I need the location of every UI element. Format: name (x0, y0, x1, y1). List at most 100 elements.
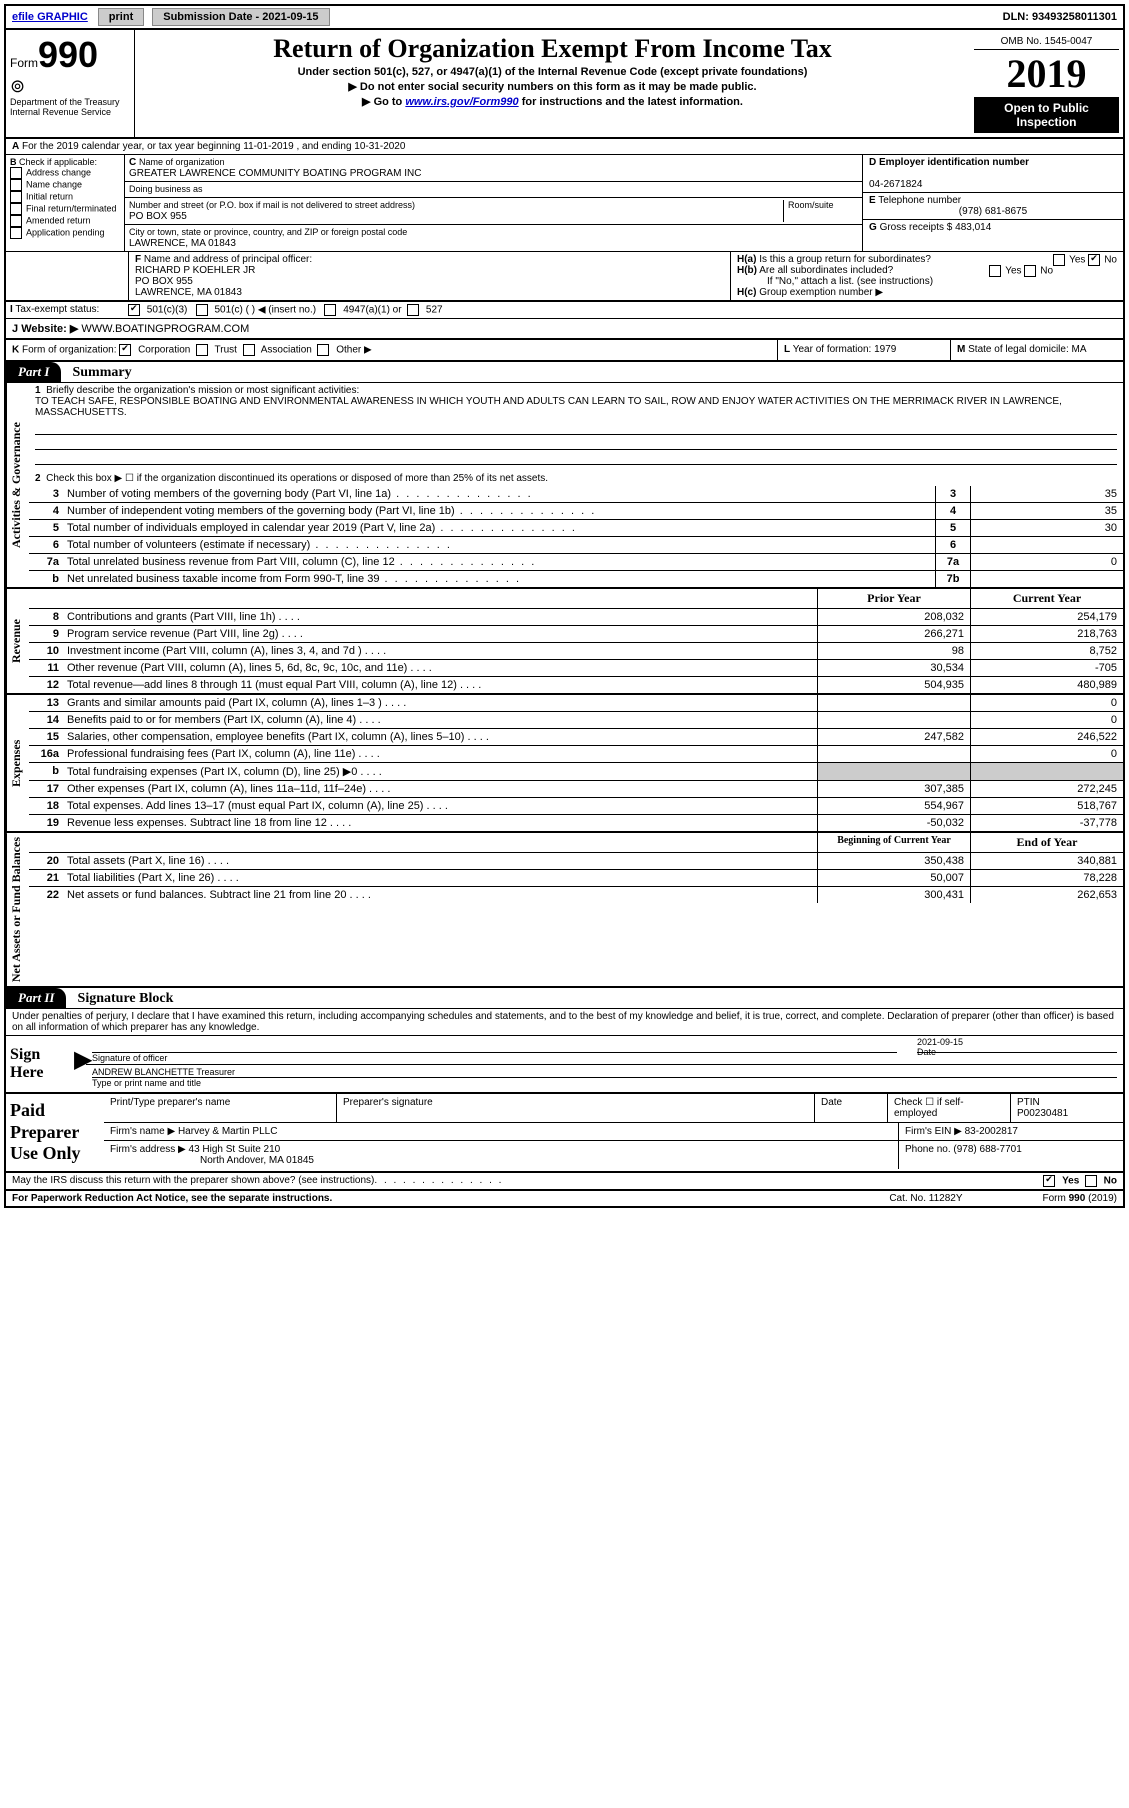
chk-501c3[interactable] (128, 304, 140, 316)
prior-year-val: 504,935 (817, 677, 970, 693)
line-desc: Number of voting members of the governin… (63, 486, 935, 502)
table-row: 3 Number of voting members of the govern… (29, 486, 1123, 503)
gross-label: Gross receipts $ (880, 222, 953, 233)
chk-527[interactable] (407, 304, 419, 316)
print-button[interactable]: print (98, 8, 144, 26)
line2-text: Check this box ▶ ☐ if the organization d… (46, 473, 548, 484)
form-prefix: Form (10, 56, 38, 70)
opt-amended: Amended return (26, 215, 91, 225)
prep-h2: Preparer's signature (337, 1094, 815, 1122)
discuss-text: May the IRS discuss this return with the… (12, 1175, 374, 1187)
prior-year-val: 307,385 (817, 781, 970, 797)
table-row: 17 Other expenses (Part IX, column (A), … (29, 781, 1123, 798)
ein-block: D Employer identification number 04-2671… (863, 155, 1123, 193)
line-num: 17 (29, 781, 63, 797)
line-box: 6 (935, 537, 970, 553)
tax-status-label: Tax-exempt status: (15, 304, 99, 315)
chk-initial[interactable] (10, 191, 22, 203)
table-row: b Net unrelated business taxable income … (29, 571, 1123, 587)
label-l: L (784, 344, 790, 355)
discuss-yes: Yes (1062, 1176, 1079, 1187)
chk-amended[interactable] (10, 215, 22, 227)
hdr-begin-year: Beginning of Current Year (817, 833, 970, 852)
label-e: E (869, 195, 876, 206)
chk-hb-no[interactable] (1024, 265, 1036, 277)
prior-year-val: 266,271 (817, 626, 970, 642)
table-row: 6 Total number of volunteers (estimate i… (29, 537, 1123, 554)
submission-date-button[interactable]: Submission Date - 2021-09-15 (152, 8, 329, 26)
chk-hb-yes[interactable] (989, 265, 1001, 277)
line1-num: 1 (35, 385, 41, 396)
line-desc: Number of independent voting members of … (63, 503, 935, 519)
line-num: 6 (29, 537, 63, 553)
current-year-val: -37,778 (970, 815, 1123, 831)
chk-address-change[interactable] (10, 167, 22, 179)
table-row: 14 Benefits paid to or for members (Part… (29, 712, 1123, 729)
line-desc: Total number of volunteers (estimate if … (63, 537, 935, 553)
chk-ha-yes[interactable] (1053, 254, 1065, 266)
blank-line2 (35, 435, 1117, 450)
addr-block: Number and street (or P.O. box if mail i… (125, 198, 862, 225)
line-num: 18 (29, 798, 63, 814)
side-rev: Revenue (6, 589, 29, 693)
chk-name-change[interactable] (10, 179, 22, 191)
prior-year-val: 98 (817, 643, 970, 659)
form-number: Form990 (10, 34, 130, 76)
chk-assoc[interactable] (243, 344, 255, 356)
h-block: H(a) Is this a group return for subordin… (731, 252, 1123, 300)
signer-name-label: Type or print name and title (92, 1078, 201, 1088)
table-row: 22 Net assets or fund balances. Subtract… (29, 887, 1123, 903)
chk-ha-no[interactable] (1088, 254, 1100, 266)
line-num: 9 (29, 626, 63, 642)
table-row: 13 Grants and similar amounts paid (Part… (29, 695, 1123, 712)
opt-initial: Initial return (26, 191, 73, 201)
line-desc: Total liabilities (Part X, line 26) (63, 870, 817, 886)
chk-pending[interactable] (10, 227, 22, 239)
opt-4947: 4947(a)(1) or (343, 305, 401, 316)
irs-gov-link[interactable]: www.irs.gov/Form990 (405, 96, 518, 108)
line-desc: Total assets (Part X, line 16) (63, 853, 817, 869)
chk-4947[interactable] (324, 304, 336, 316)
label-b: B (10, 157, 17, 167)
mission-text: TO TEACH SAFE, RESPONSIBLE BOATING AND E… (35, 396, 1062, 418)
line1-block: 1 Briefly describe the organization's mi… (29, 383, 1123, 420)
line-num: b (29, 571, 63, 587)
chk-other[interactable] (317, 344, 329, 356)
form-container: efile GRAPHIC print Submission Date - 20… (4, 4, 1125, 1208)
ptin-value: P00230481 (1017, 1108, 1068, 1119)
chk-501c[interactable] (196, 304, 208, 316)
sig-date-line: 2021-09-15 Date (917, 1052, 1117, 1062)
chk-discuss-yes[interactable] (1043, 1175, 1055, 1187)
current-year-val: 272,245 (970, 781, 1123, 797)
label-k: K (12, 345, 19, 356)
chk-discuss-no[interactable] (1085, 1175, 1097, 1187)
top-bar: efile GRAPHIC print Submission Date - 20… (6, 6, 1123, 30)
prior-year-val: 300,431 (817, 887, 970, 903)
prior-year-val (817, 695, 970, 711)
table-row: 12 Total revenue—add lines 8 through 11 … (29, 677, 1123, 693)
revenue-section: Revenue Prior Year Current Year 8 Contri… (6, 589, 1123, 695)
officer-label: Name and address of principal officer: (144, 254, 312, 265)
line2-block: 2 Check this box ▶ ☐ if the organization… (29, 465, 1123, 486)
line-desc: Professional fundraising fees (Part IX, … (63, 746, 817, 762)
ha-yes: Yes (1069, 255, 1085, 266)
chk-trust[interactable] (196, 344, 208, 356)
efile-link[interactable]: efile GRAPHIC (6, 9, 94, 25)
form-title: Return of Organization Exempt From Incom… (139, 34, 966, 64)
part1-badge: Part I (6, 362, 61, 382)
chk-final[interactable] (10, 203, 22, 215)
current-year-val: 0 (970, 746, 1123, 762)
label-a: A (12, 141, 19, 152)
col-c-org-info: C Name of organization GREATER LAWRENCE … (125, 155, 862, 251)
table-row: 4 Number of independent voting members o… (29, 503, 1123, 520)
current-year-val: 518,767 (970, 798, 1123, 814)
chk-corp[interactable] (119, 344, 131, 356)
signer-name: ANDREW BLANCHETTE Treasurer (92, 1067, 1117, 1078)
prior-year-val: 30,534 (817, 660, 970, 676)
net-lines-container: 20 Total assets (Part X, line 16) 350,43… (29, 853, 1123, 903)
label-c: C (129, 157, 136, 168)
blank-line1 (35, 420, 1117, 435)
prior-year-val (817, 746, 970, 762)
line-num: 10 (29, 643, 63, 659)
line-num: 20 (29, 853, 63, 869)
